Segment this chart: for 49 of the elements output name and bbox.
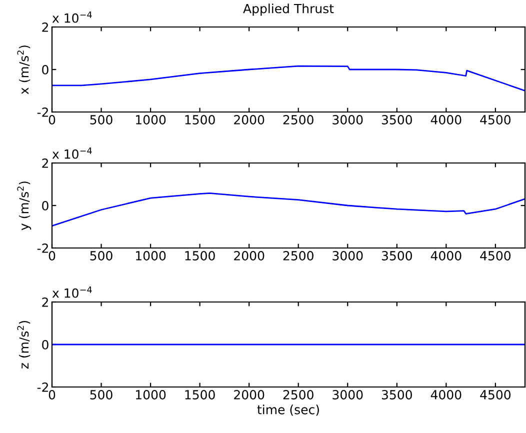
y-axis-title: x (m/s$^{2}$) <box>17 46 30 94</box>
y-tick-label: -2 <box>37 243 48 253</box>
y-tick-label: -2 <box>37 107 48 117</box>
x-tick-label: 4500 <box>480 251 511 260</box>
y-axis-title: y (m/s$^{2}$) <box>17 182 32 230</box>
y-axis-title: z (m/s$^{2}$) <box>17 320 30 369</box>
x-tick-label: 2500 <box>283 390 314 400</box>
x-tick-label: 1000 <box>136 251 166 260</box>
x-tick-label: 2500 <box>283 251 314 260</box>
x-tick-label: 3000 <box>332 115 363 124</box>
x-tick-label: 2000 <box>234 390 264 400</box>
x-tick-label: 1000 <box>136 390 166 400</box>
y-tick-label: -2 <box>37 382 48 392</box>
x-tick-label: 3000 <box>332 390 363 400</box>
x-tick-label: 1500 <box>185 115 215 124</box>
x-tick-label: 500 <box>90 115 112 124</box>
x-tick-label: 500 <box>90 390 112 400</box>
y-tick-label: 2 <box>42 297 48 307</box>
x-tick-label: 0 <box>48 251 56 260</box>
text: x 10$^{−4}$ <box>52 11 92 23</box>
x-tick-label: 1000 <box>136 115 166 124</box>
y-tick-label: 2 <box>42 22 48 32</box>
y-tick-label: 0 <box>42 64 48 74</box>
x-tick-label: 3500 <box>382 115 412 124</box>
x-tick-label: 4000 <box>430 115 462 124</box>
x-tick-label: 2500 <box>283 115 314 124</box>
x-tick-label: 2000 <box>234 115 264 124</box>
x-tick-label: 4000 <box>430 251 462 260</box>
y-tick-label: 0 <box>42 200 48 210</box>
y-tick-label: 0 <box>42 340 48 350</box>
line-series <box>52 192 525 227</box>
x-tick-label: 4500 <box>480 390 511 400</box>
x-tick-label: 4000 <box>430 390 462 400</box>
x-tick-label: 3000 <box>332 251 363 260</box>
x-tick-label: 500 <box>90 251 112 260</box>
text: x 10$^{−4}$ <box>52 286 92 298</box>
x-tick-label: 0 <box>48 115 56 124</box>
x-tick-label: 1500 <box>185 390 215 400</box>
x-tick-label: 0 <box>48 390 56 400</box>
x-tick-label: 3500 <box>382 251 412 260</box>
text: x 10$^{−4}$ <box>52 147 92 159</box>
y-tick-label: 2 <box>42 158 48 168</box>
x-tick-label: 4500 <box>480 115 511 124</box>
x-tick-label: 1500 <box>185 251 215 260</box>
line-series <box>52 65 525 92</box>
x-tick-label: 3500 <box>382 390 412 400</box>
x-tick-label: 2000 <box>234 251 264 260</box>
x-axis-title: time (sec) <box>257 404 319 416</box>
chart-title: Applied Thrust <box>243 4 334 16</box>
